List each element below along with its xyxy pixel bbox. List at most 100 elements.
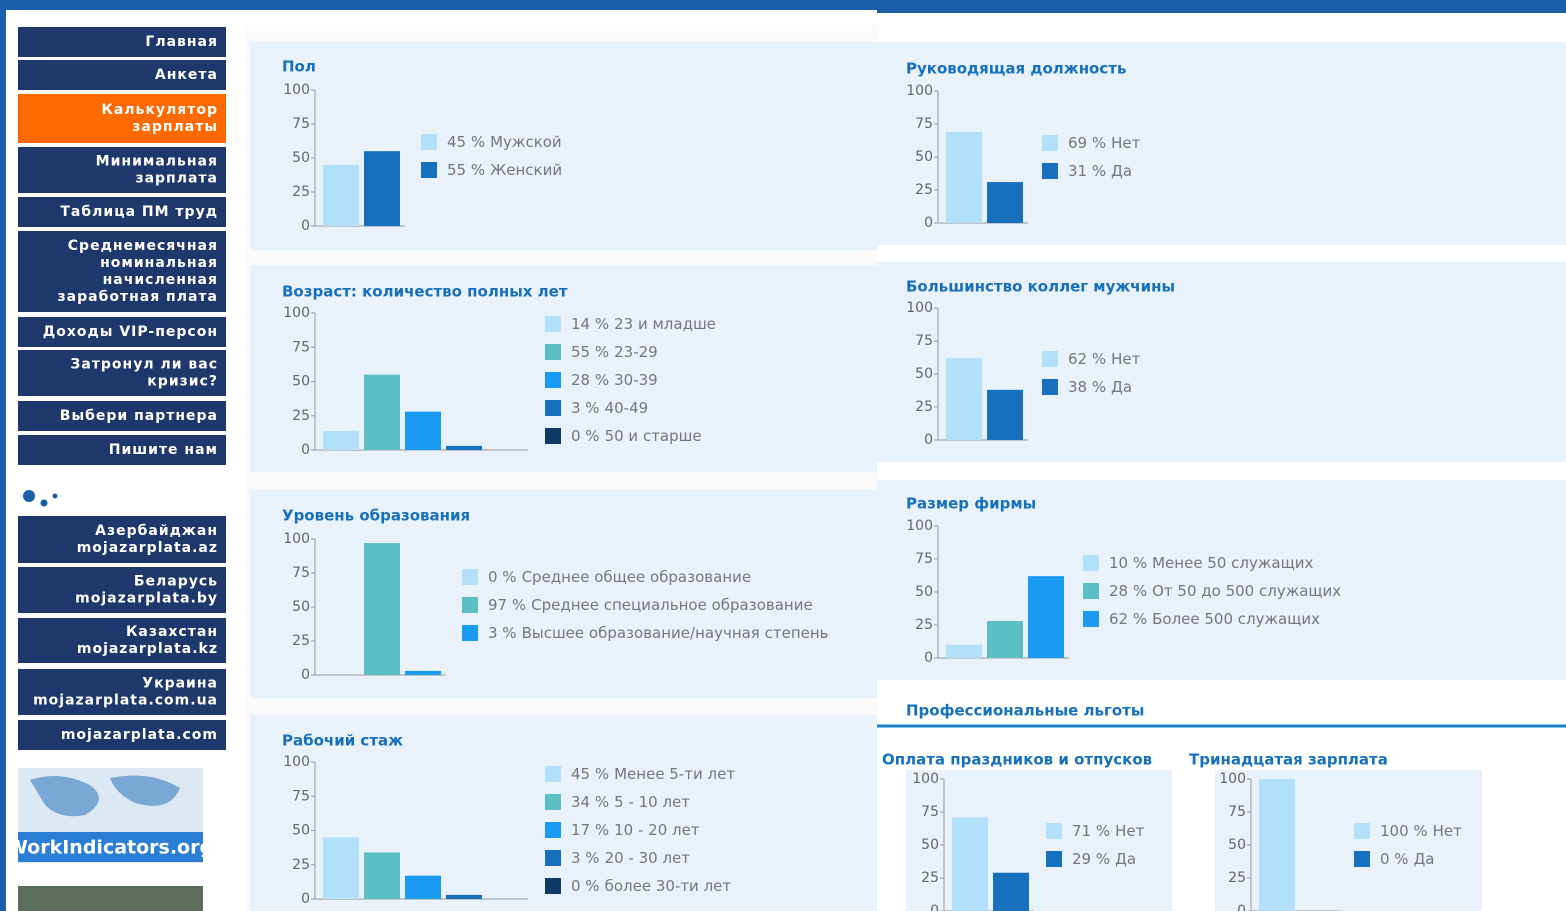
bar	[993, 873, 1029, 911]
nav-label: mojazarplata.by	[75, 591, 218, 607]
y-tick-label: 50	[915, 149, 933, 165]
legend-entry: 34 %5 - 10 лет	[571, 793, 690, 811]
legend-label: Женский	[490, 161, 562, 179]
nav-label: Азербайджан	[95, 523, 218, 539]
legend-swatch	[1042, 379, 1058, 395]
y-tick-label: 0	[924, 432, 933, 448]
legend-label: Менее 5-ти лет	[614, 765, 735, 783]
nav-label: Затронул ли вас	[70, 357, 218, 373]
bar	[405, 876, 441, 899]
y-tick-label: 75	[915, 116, 933, 132]
y-tick-label: 25	[915, 399, 933, 415]
y-tick-label: 75	[915, 551, 933, 567]
legend-label: 23-29	[614, 343, 658, 361]
legend-swatch	[545, 344, 561, 360]
top-bar-right	[877, 0, 1566, 13]
nav-label: Казахстан	[126, 624, 218, 640]
legend-entry: 69 %Нет	[1068, 134, 1141, 152]
y-tick-label: 50	[915, 366, 933, 382]
y-tick-label: 100	[912, 771, 939, 787]
y-tick-label: 0	[924, 650, 933, 666]
legend-entry: 3 %40-49	[571, 399, 648, 417]
nav-label: начисленная	[103, 272, 218, 288]
legend-entry: 38 %Да	[1068, 378, 1132, 396]
bar	[405, 671, 441, 675]
bar	[987, 390, 1023, 440]
legend-entry: 14 %23 и младше	[571, 315, 716, 333]
legend-entry: 3 %20 - 30 лет	[571, 849, 690, 867]
legend-value: 45 %	[571, 765, 609, 783]
bar	[364, 852, 400, 899]
bar	[446, 446, 482, 450]
nav-label: кризис?	[147, 374, 218, 390]
legend-entry: 0 %Да	[1380, 850, 1435, 868]
chart-title: Уровень образования	[282, 507, 470, 525]
logo-text[interactable]: WorkIndicators.org	[7, 837, 213, 859]
legend-value: 62 %	[1109, 610, 1147, 628]
legend-entry: 10 %Менее 50 служащих	[1109, 554, 1313, 572]
legend-value: 69 %	[1068, 134, 1106, 152]
y-tick-label: 50	[1228, 837, 1246, 853]
nav-label: номинальная	[100, 255, 218, 271]
legend-value: 3 %	[488, 624, 517, 642]
legend-entry: 3 %Высшее образование/научная степень	[488, 624, 829, 642]
y-tick-label: 25	[292, 857, 310, 873]
legend-entry: 29 %Да	[1072, 850, 1136, 868]
chart-title: Возраст: количество полных лет	[282, 283, 568, 301]
legend-value: 55 %	[447, 161, 485, 179]
legend-entry: 71 %Нет	[1072, 822, 1145, 840]
bar	[946, 132, 982, 223]
bar	[364, 151, 400, 226]
legend-entry: 0 %50 и старше	[571, 427, 702, 445]
y-tick-label: 50	[915, 584, 933, 600]
legend-swatch	[1042, 135, 1058, 151]
nav-label: зарплаты	[132, 119, 218, 135]
y-tick-label: 100	[283, 531, 310, 547]
legend-swatch	[545, 878, 561, 894]
legend-swatch	[462, 597, 478, 613]
page: WorkIndicators.org Профессиональные льго…	[0, 0, 1566, 911]
y-tick-label: 25	[292, 408, 310, 424]
legend-label: 30-39	[614, 371, 658, 389]
nav-label: Выбери партнера	[60, 408, 218, 424]
legend-value: 55 %	[571, 343, 609, 361]
legend-value: 45 %	[447, 133, 485, 151]
legend-label: Нет	[1111, 350, 1141, 368]
y-tick-label: 50	[292, 599, 310, 615]
legend-value: 31 %	[1068, 162, 1106, 180]
nav-label: заработная плата	[58, 289, 218, 305]
legend-label: Мужской	[490, 133, 562, 151]
nav-label: Украина	[142, 676, 218, 692]
y-tick-label: 0	[924, 215, 933, 231]
legend-entry: 55 % Женский	[447, 161, 562, 179]
y-tick-label: 50	[292, 374, 310, 390]
legend-value: 28 %	[1109, 582, 1147, 600]
legend-label: Более 500 служащих	[1152, 610, 1320, 628]
legend-value: 0 %	[571, 877, 600, 895]
legend-entry: 62 %Нет	[1068, 350, 1141, 368]
nav-label: Минимальная	[96, 154, 218, 170]
y-tick-label: 75	[292, 788, 310, 804]
y-tick-label: 25	[292, 633, 310, 649]
legend-entry: 45 % Менее 5-ти лет	[571, 765, 735, 783]
legend-entry: 17 %10 - 20 лет	[571, 821, 700, 839]
y-tick-label: 75	[921, 804, 939, 820]
legend-swatch	[462, 625, 478, 641]
y-tick-label: 100	[906, 300, 933, 316]
legend-value: 29 %	[1072, 850, 1110, 868]
y-tick-label: 0	[301, 667, 310, 683]
legend-swatch	[462, 569, 478, 585]
legend-swatch	[1354, 851, 1370, 867]
chart-title: Оплата праздников и отпусков	[882, 751, 1152, 769]
legend-label: 5 - 10 лет	[614, 793, 690, 811]
y-tick-label: 75	[292, 339, 310, 355]
y-tick-label: 100	[1219, 771, 1246, 787]
legend-value: 71 %	[1072, 822, 1110, 840]
legend-value: 17 %	[571, 821, 609, 839]
bar	[364, 375, 400, 450]
legend-value: 14 %	[571, 315, 609, 333]
legend-label: От 50 до 500 служащих	[1152, 582, 1341, 600]
bar	[946, 645, 982, 658]
y-tick-label: 50	[292, 150, 310, 166]
legend-label: Да	[1111, 162, 1132, 180]
